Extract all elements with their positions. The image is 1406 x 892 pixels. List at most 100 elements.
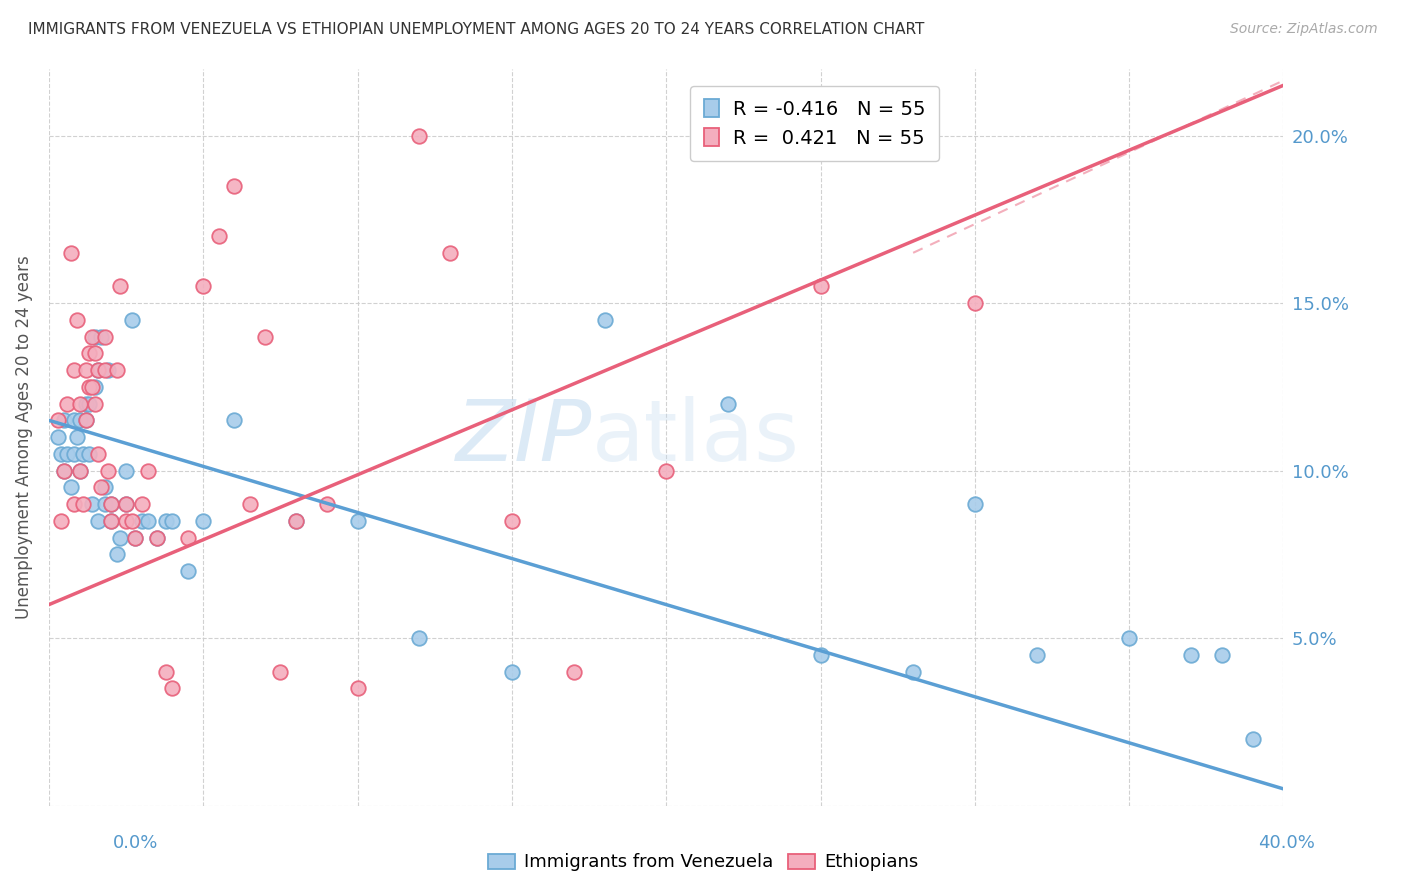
Point xyxy=(269,665,291,679)
Point xyxy=(75,413,97,427)
Point xyxy=(963,296,986,310)
Point xyxy=(87,363,110,377)
Text: atlas: atlas xyxy=(592,395,800,479)
Point xyxy=(56,447,79,461)
Point xyxy=(72,447,94,461)
Point xyxy=(59,480,82,494)
Point xyxy=(1211,648,1233,662)
Point xyxy=(46,413,69,427)
Point xyxy=(810,648,832,662)
Point xyxy=(62,413,84,427)
Point xyxy=(84,329,107,343)
Point xyxy=(315,497,337,511)
Point xyxy=(59,245,82,260)
Point xyxy=(105,547,128,561)
Point xyxy=(717,396,740,410)
Point xyxy=(1025,648,1047,662)
Point xyxy=(177,564,200,578)
Point xyxy=(501,665,523,679)
Point xyxy=(56,396,79,410)
Point xyxy=(177,531,200,545)
Point xyxy=(208,229,231,244)
Point xyxy=(97,363,120,377)
Point xyxy=(136,514,159,528)
Point xyxy=(108,531,131,545)
Point xyxy=(162,514,184,528)
Point xyxy=(131,497,153,511)
Point xyxy=(121,313,143,327)
Point xyxy=(439,245,461,260)
Point xyxy=(810,279,832,293)
Point xyxy=(193,279,215,293)
Point xyxy=(1241,731,1264,746)
Point xyxy=(115,497,138,511)
Point xyxy=(155,665,177,679)
Point xyxy=(84,380,107,394)
Point xyxy=(77,380,100,394)
Text: 0.0%: 0.0% xyxy=(112,834,157,852)
Y-axis label: Unemployment Among Ages 20 to 24 years: Unemployment Among Ages 20 to 24 years xyxy=(15,255,32,619)
Point xyxy=(105,363,128,377)
Point xyxy=(53,464,76,478)
Point xyxy=(90,480,112,494)
Point xyxy=(53,464,76,478)
Point xyxy=(346,514,368,528)
Point xyxy=(501,514,523,528)
Point xyxy=(100,497,122,511)
Legend: Immigrants from Venezuela, Ethiopians: Immigrants from Venezuela, Ethiopians xyxy=(481,847,925,879)
Text: 40.0%: 40.0% xyxy=(1258,834,1315,852)
Point xyxy=(87,447,110,461)
Point xyxy=(84,396,107,410)
Point xyxy=(121,514,143,528)
Point xyxy=(93,363,115,377)
Point xyxy=(131,514,153,528)
Point xyxy=(146,531,169,545)
Point xyxy=(239,497,262,511)
Point xyxy=(87,514,110,528)
Point xyxy=(224,178,246,193)
Point xyxy=(146,531,169,545)
Point xyxy=(77,396,100,410)
Point xyxy=(66,313,89,327)
Point xyxy=(963,497,986,511)
Point xyxy=(62,447,84,461)
Point xyxy=(108,279,131,293)
Point xyxy=(69,464,91,478)
Point xyxy=(51,447,73,461)
Point xyxy=(408,128,430,143)
Point xyxy=(51,514,73,528)
Point xyxy=(100,514,122,528)
Point xyxy=(62,497,84,511)
Legend: R = -0.416   N = 55, R =  0.421   N = 55: R = -0.416 N = 55, R = 0.421 N = 55 xyxy=(690,86,939,161)
Point xyxy=(155,514,177,528)
Point xyxy=(93,497,115,511)
Point xyxy=(124,531,146,545)
Point xyxy=(253,329,276,343)
Point xyxy=(115,514,138,528)
Point xyxy=(82,329,104,343)
Point xyxy=(84,346,107,360)
Point xyxy=(87,363,110,377)
Point xyxy=(224,413,246,427)
Point xyxy=(77,447,100,461)
Point xyxy=(77,346,100,360)
Point xyxy=(562,665,585,679)
Text: IMMIGRANTS FROM VENEZUELA VS ETHIOPIAN UNEMPLOYMENT AMONG AGES 20 TO 24 YEARS CO: IMMIGRANTS FROM VENEZUELA VS ETHIOPIAN U… xyxy=(28,22,925,37)
Point xyxy=(46,430,69,444)
Point xyxy=(901,665,924,679)
Point xyxy=(100,497,122,511)
Point xyxy=(1180,648,1202,662)
Point xyxy=(53,413,76,427)
Point xyxy=(284,514,307,528)
Point xyxy=(90,329,112,343)
Point xyxy=(136,464,159,478)
Point xyxy=(115,497,138,511)
Point xyxy=(162,681,184,696)
Point xyxy=(82,380,104,394)
Point xyxy=(69,396,91,410)
Point xyxy=(82,497,104,511)
Point xyxy=(284,514,307,528)
Point xyxy=(408,631,430,645)
Point xyxy=(69,413,91,427)
Text: Source: ZipAtlas.com: Source: ZipAtlas.com xyxy=(1230,22,1378,37)
